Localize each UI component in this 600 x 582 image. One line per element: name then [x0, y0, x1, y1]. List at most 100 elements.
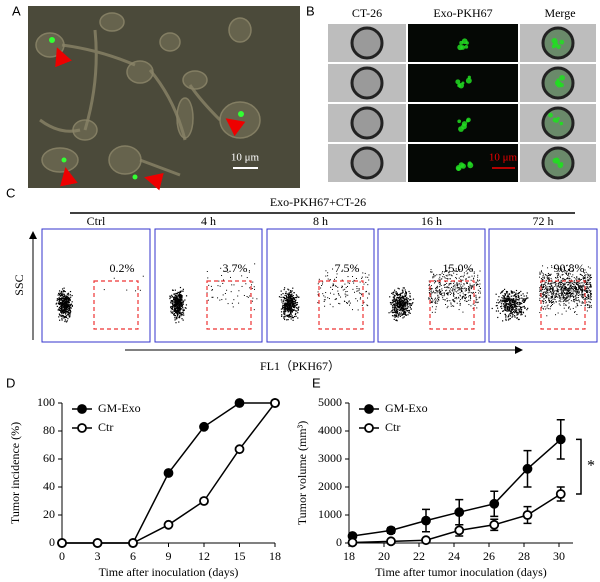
event [515, 308, 517, 310]
event [584, 274, 586, 276]
event [398, 304, 401, 306]
event [62, 307, 64, 309]
event [398, 312, 401, 314]
gate-percentage: 7.5% [335, 261, 360, 275]
event [368, 292, 370, 294]
event [297, 309, 299, 311]
event [548, 288, 550, 290]
panel-label: A [12, 3, 21, 18]
event [428, 284, 430, 286]
event [349, 282, 351, 284]
event [508, 300, 511, 302]
event [441, 295, 443, 297]
event [208, 284, 210, 286]
event [393, 291, 395, 293]
event [567, 281, 569, 283]
plot-frame [41, 228, 151, 343]
event [398, 294, 401, 296]
event [67, 299, 69, 301]
event [516, 310, 518, 312]
event [448, 287, 450, 289]
event [403, 297, 405, 299]
event [287, 303, 290, 305]
event [179, 295, 181, 297]
event [583, 272, 585, 274]
event [468, 296, 470, 298]
event [475, 291, 477, 293]
event [509, 301, 511, 304]
event [293, 309, 295, 311]
event [288, 292, 290, 294]
event [249, 295, 251, 297]
event [404, 311, 406, 313]
event [397, 300, 399, 302]
event [248, 271, 250, 273]
event [504, 309, 507, 312]
fluorescence [554, 79, 561, 86]
event [548, 277, 550, 279]
event [64, 310, 66, 312]
event [295, 302, 297, 304]
event [174, 309, 176, 311]
event [172, 296, 174, 298]
event [453, 293, 455, 295]
event [573, 299, 575, 301]
event [565, 300, 567, 302]
event [565, 289, 567, 291]
event [63, 299, 65, 301]
event [541, 283, 543, 285]
event [519, 302, 522, 304]
event [504, 303, 506, 305]
event [448, 290, 450, 292]
fluorescence [465, 77, 472, 84]
event [520, 294, 522, 296]
event [402, 305, 404, 308]
event [549, 286, 551, 288]
event [583, 302, 585, 304]
event [570, 295, 572, 297]
event [357, 290, 359, 292]
event [436, 292, 438, 294]
event [395, 312, 397, 314]
event [542, 279, 544, 281]
data-point [421, 515, 431, 526]
event [71, 305, 73, 307]
event [464, 287, 466, 289]
event [396, 292, 398, 294]
event [459, 302, 461, 304]
event [439, 291, 441, 293]
event [515, 295, 517, 297]
event [447, 286, 449, 288]
event [581, 289, 583, 291]
event [404, 301, 406, 303]
event [60, 315, 62, 317]
event [475, 281, 477, 283]
event [253, 309, 255, 311]
x-tick-label: 0 [59, 549, 65, 563]
event [521, 306, 523, 309]
event [558, 297, 560, 299]
event [506, 307, 508, 309]
event [344, 288, 346, 290]
event [568, 274, 570, 276]
event [587, 283, 589, 285]
event [61, 319, 63, 321]
event [520, 290, 522, 293]
event [393, 318, 395, 321]
event [586, 280, 588, 282]
event [585, 287, 587, 289]
event [448, 283, 450, 285]
event [285, 305, 288, 307]
event [444, 283, 446, 285]
event [174, 305, 177, 307]
event [287, 296, 289, 298]
event [177, 298, 179, 300]
event [575, 279, 577, 281]
data-point [234, 398, 245, 408]
event [289, 291, 291, 293]
event [362, 272, 364, 274]
event [549, 291, 551, 293]
event [548, 274, 550, 276]
event [552, 304, 554, 306]
event [461, 286, 463, 288]
